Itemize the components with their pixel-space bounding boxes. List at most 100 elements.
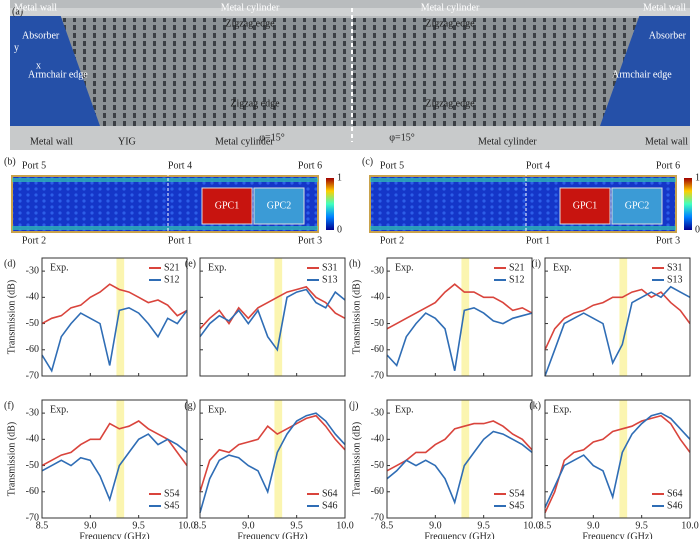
gpc-label: GPC1 xyxy=(215,200,239,211)
photo xyxy=(10,0,690,150)
panel-label: (i) xyxy=(532,258,541,269)
annotation: Exp. xyxy=(553,404,572,415)
x-tick-label: 9.5 xyxy=(290,520,303,531)
highlight-band xyxy=(116,258,125,376)
port-label: Port 4 xyxy=(168,160,192,171)
photo-label: YIG xyxy=(118,136,136,147)
y-axis-label: Transmission (dB) xyxy=(6,422,17,496)
plot-frame xyxy=(41,257,188,377)
gpc-region xyxy=(201,187,253,225)
series-line xyxy=(41,433,188,503)
panel-label: (b) xyxy=(4,156,16,167)
y-tick-label: -30 xyxy=(371,265,384,276)
colorbar-tick: 0 xyxy=(337,224,342,235)
highlight-band xyxy=(274,258,283,376)
x-tick-label: 8.5 xyxy=(194,520,207,531)
y-axis-label: Transmission (dB) xyxy=(6,280,17,354)
panel-label: (k) xyxy=(529,400,541,411)
colorbar xyxy=(684,178,692,230)
series-line xyxy=(41,283,188,325)
port-label: Port 3 xyxy=(298,235,322,246)
legend-label: S54 xyxy=(509,488,525,499)
gpc-region xyxy=(253,187,305,225)
annotation: Exp. xyxy=(50,404,69,415)
colorbar-tick: 0 xyxy=(695,224,700,235)
x-axis-label: Frequency (GHz) xyxy=(424,531,494,539)
photo-label: Zigzag edge xyxy=(425,98,475,109)
series-line xyxy=(41,420,188,467)
x-tick-label: 9.0 xyxy=(84,520,97,531)
panel-label: (f) xyxy=(4,400,14,411)
gpc-label: GPC1 xyxy=(573,200,597,211)
y-tick-label: -60 xyxy=(371,486,384,497)
gpc-region xyxy=(611,187,663,225)
port-label: Port 1 xyxy=(168,235,192,246)
photo-label: Zigzag edge xyxy=(225,18,275,29)
photo-label: Metal wall xyxy=(643,2,686,13)
y-tick-label: -50 xyxy=(371,318,384,329)
y-tick-label: -40 xyxy=(371,434,384,445)
panel-label: (d) xyxy=(4,258,16,269)
annotation: Exp. xyxy=(553,262,572,273)
y-tick-label: -30 xyxy=(371,407,384,418)
series-line xyxy=(386,283,533,330)
legend-label: S12 xyxy=(509,274,525,285)
photo-label: Metal wall xyxy=(14,2,57,13)
y-tick-label: -50 xyxy=(26,318,39,329)
photo-label: Absorber xyxy=(22,30,60,41)
annotation: Exp. xyxy=(395,404,414,415)
highlight-band xyxy=(116,400,125,518)
y-tick-label: -70 xyxy=(371,370,384,381)
plot-frame xyxy=(199,257,346,377)
legend-label: S13 xyxy=(667,274,683,285)
port-label: Port 2 xyxy=(22,235,46,246)
y-tick-label: -30 xyxy=(26,265,39,276)
series-line xyxy=(199,414,346,493)
plot-frame xyxy=(544,257,691,377)
x-tick-label: 8.5 xyxy=(381,520,394,531)
y-tick-label: -40 xyxy=(371,292,384,303)
y-tick-label: -60 xyxy=(371,344,384,355)
series-line xyxy=(199,288,346,352)
x-tick-label: 9.0 xyxy=(429,520,442,531)
x-tick-label: 10.0 xyxy=(178,520,196,531)
photo-label: Metal cylinder xyxy=(221,2,280,13)
legend-label: S31 xyxy=(322,262,338,273)
y-tick-label: -50 xyxy=(26,460,39,471)
panel-label: (h) xyxy=(349,258,361,269)
legend-label: S45 xyxy=(509,500,525,511)
x-tick-label: 8.5 xyxy=(539,520,552,531)
series-line xyxy=(199,412,346,514)
x-tick-label: 9.5 xyxy=(635,520,648,531)
x-tick-label: 9.0 xyxy=(242,520,255,531)
panel-label: (g) xyxy=(184,400,196,411)
highlight-band xyxy=(461,400,470,518)
panel-label: (a) xyxy=(12,6,23,17)
gpc-label: GPC2 xyxy=(267,200,291,211)
x-axis-label: Frequency (GHz) xyxy=(237,531,307,539)
series-line xyxy=(41,306,188,373)
photo-label: Metal wall xyxy=(645,136,688,147)
highlight-band xyxy=(619,258,628,376)
y-axis-label: Transmission (dB) xyxy=(351,280,362,354)
port-label: Port 3 xyxy=(656,235,680,246)
metal-wall xyxy=(10,8,690,16)
legend-label: S46 xyxy=(667,500,683,511)
legend-label: S46 xyxy=(322,500,338,511)
x-tick-label: 9.5 xyxy=(132,520,145,531)
y-tick-label: -60 xyxy=(26,344,39,355)
x-tick-label: 10.0 xyxy=(336,520,354,531)
legend-label: S64 xyxy=(322,488,338,499)
photo-label: Metal cylinder xyxy=(215,136,274,147)
y-axis-label: Transmission (dB) xyxy=(351,422,362,496)
port-label: Port 1 xyxy=(526,235,550,246)
photo-label: Zigzag edge xyxy=(230,98,280,109)
y-tick-label: -30 xyxy=(26,407,39,418)
photo-label: x xyxy=(36,60,41,71)
x-tick-label: 8.5 xyxy=(36,520,49,531)
port-label: Port 6 xyxy=(298,160,322,171)
x-axis-label: Frequency (GHz) xyxy=(582,531,652,539)
y-tick-label: -70 xyxy=(26,512,39,523)
photo-label: Metal cylinder xyxy=(478,136,537,147)
highlight-band xyxy=(274,400,283,518)
